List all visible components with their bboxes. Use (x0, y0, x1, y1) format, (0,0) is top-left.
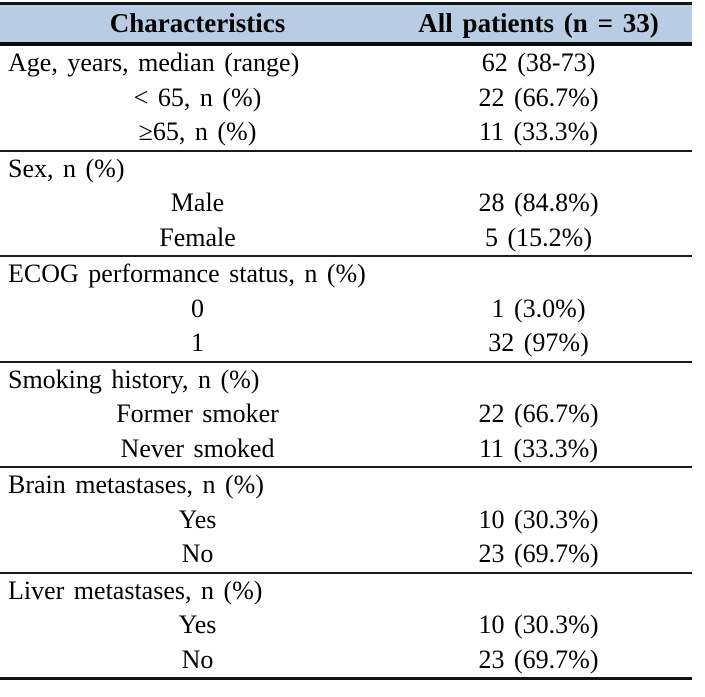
row-label: ≥65, n (%) (138, 117, 257, 146)
table-row: Female 5 (15.2%) (0, 221, 692, 256)
row-value: 11 (33.3%) (478, 433, 598, 463)
row-label: < 65, n (%) (133, 82, 262, 112)
table-row: ≥65, n (%) 11 (33.3%) (0, 115, 692, 150)
table-row: Former smoker 22 (66.7%) (0, 397, 692, 432)
row-value: 62 (38-73) (481, 48, 596, 77)
row-value: 1 (3.0%) (491, 293, 586, 323)
table-row: Smoking history, n (%) (0, 363, 692, 398)
table-row: Yes 10 (30.3%) (0, 503, 692, 538)
table-row: No 23 (69.7%) (0, 643, 692, 678)
row-label: ECOG performance status, n (%) (8, 259, 366, 288)
row-label: Former smoker (116, 399, 279, 428)
row-value: 10 (30.3%) (478, 610, 599, 639)
row-label: Liver metastases, n (%) (8, 575, 263, 605)
table-row: 0 1 (3.0%) (0, 292, 692, 327)
row-label: Never smoked (120, 433, 275, 463)
row-value: 28 (84.8%) (478, 188, 599, 217)
row-label: No (181, 644, 214, 674)
table-row: Sex, n (%) (0, 152, 692, 187)
table-row: Yes 10 (30.3%) (0, 608, 692, 643)
table-row: ECOG performance status, n (%) (0, 257, 692, 292)
row-label: Male (170, 188, 225, 217)
table-section: Smoking history, n (%) Former smoker 22 (6… (0, 363, 692, 468)
row-value: 22 (66.7%) (478, 82, 599, 112)
table-header-row: Characteristics All patients (n = 33) (0, 5, 692, 46)
row-label: 1 (191, 328, 204, 357)
table-body: Age, years, median (range) 62 (38-73) < 65… (0, 46, 692, 677)
row-label: Brain metastases, n (%) (8, 470, 264, 499)
table-row: Liver metastases, n (%) (0, 574, 692, 609)
row-label: No (181, 539, 214, 568)
table-row: Age, years, median (range) 62 (38-73) (0, 46, 692, 81)
table-row: Male 28 (84.8%) (0, 186, 692, 221)
row-value: 5 (15.2%) (485, 222, 592, 252)
row-label: Age, years, median (range) (8, 48, 300, 77)
table-section: Age, years, median (range) 62 (38-73) < 65… (0, 46, 692, 152)
row-label: Smoking history, n (%) (8, 364, 260, 394)
table-section: Brain metastases, n (%) Yes 10 (30.3%) No 23… (0, 468, 692, 574)
table-section: ECOG performance status, n (%) 0 1 (3.0%) 1… (0, 257, 692, 363)
row-value: 23 (69.7%) (478, 644, 599, 674)
row-value: 11 (33.3%) (478, 117, 598, 146)
row-value: 22 (66.7%) (478, 399, 599, 428)
column-header-all-patients: All patients (n = 33) (418, 8, 659, 38)
row-label: Yes (178, 504, 217, 534)
table-row: No 23 (69.7%) (0, 537, 692, 572)
row-value: 23 (69.7%) (478, 539, 599, 568)
row-value: 32 (97%) (488, 328, 589, 357)
row-label: Yes (178, 610, 217, 639)
table-section: Sex, n (%) Male 28 (84.8%) Female 5 (15.2%) (0, 152, 692, 257)
row-label: Female (159, 222, 236, 252)
row-label: Sex, n (%) (8, 153, 125, 183)
column-header-characteristics: Characteristics (109, 8, 286, 38)
table-row: Never smoked 11 (33.3%) (0, 432, 692, 467)
row-value: 10 (30.3%) (478, 504, 599, 534)
table-row: 1 32 (97%) (0, 326, 692, 361)
row-label: 0 (191, 293, 204, 323)
table-row: < 65, n (%) 22 (66.7%) (0, 81, 692, 116)
patient-characteristics-table: Characteristics All patients (n = 33) Ag… (0, 2, 692, 680)
table-section: Liver metastases, n (%) Yes 10 (30.3%) No 23… (0, 574, 692, 678)
table-row: Brain metastases, n (%) (0, 468, 692, 503)
